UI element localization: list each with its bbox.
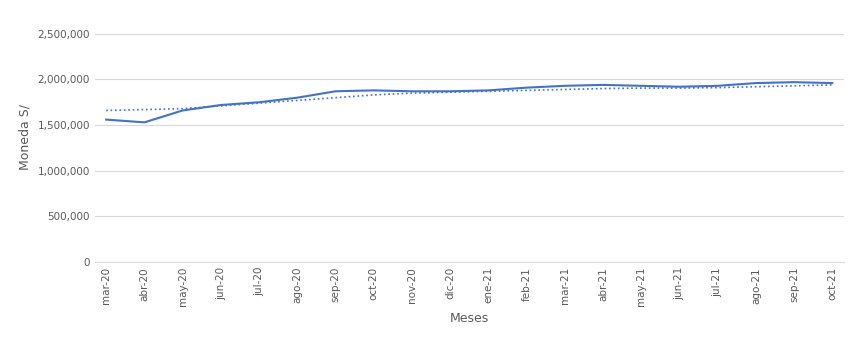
Y-axis label: Moneda S/: Moneda S/ (19, 103, 32, 170)
X-axis label: Meses: Meses (449, 312, 489, 325)
